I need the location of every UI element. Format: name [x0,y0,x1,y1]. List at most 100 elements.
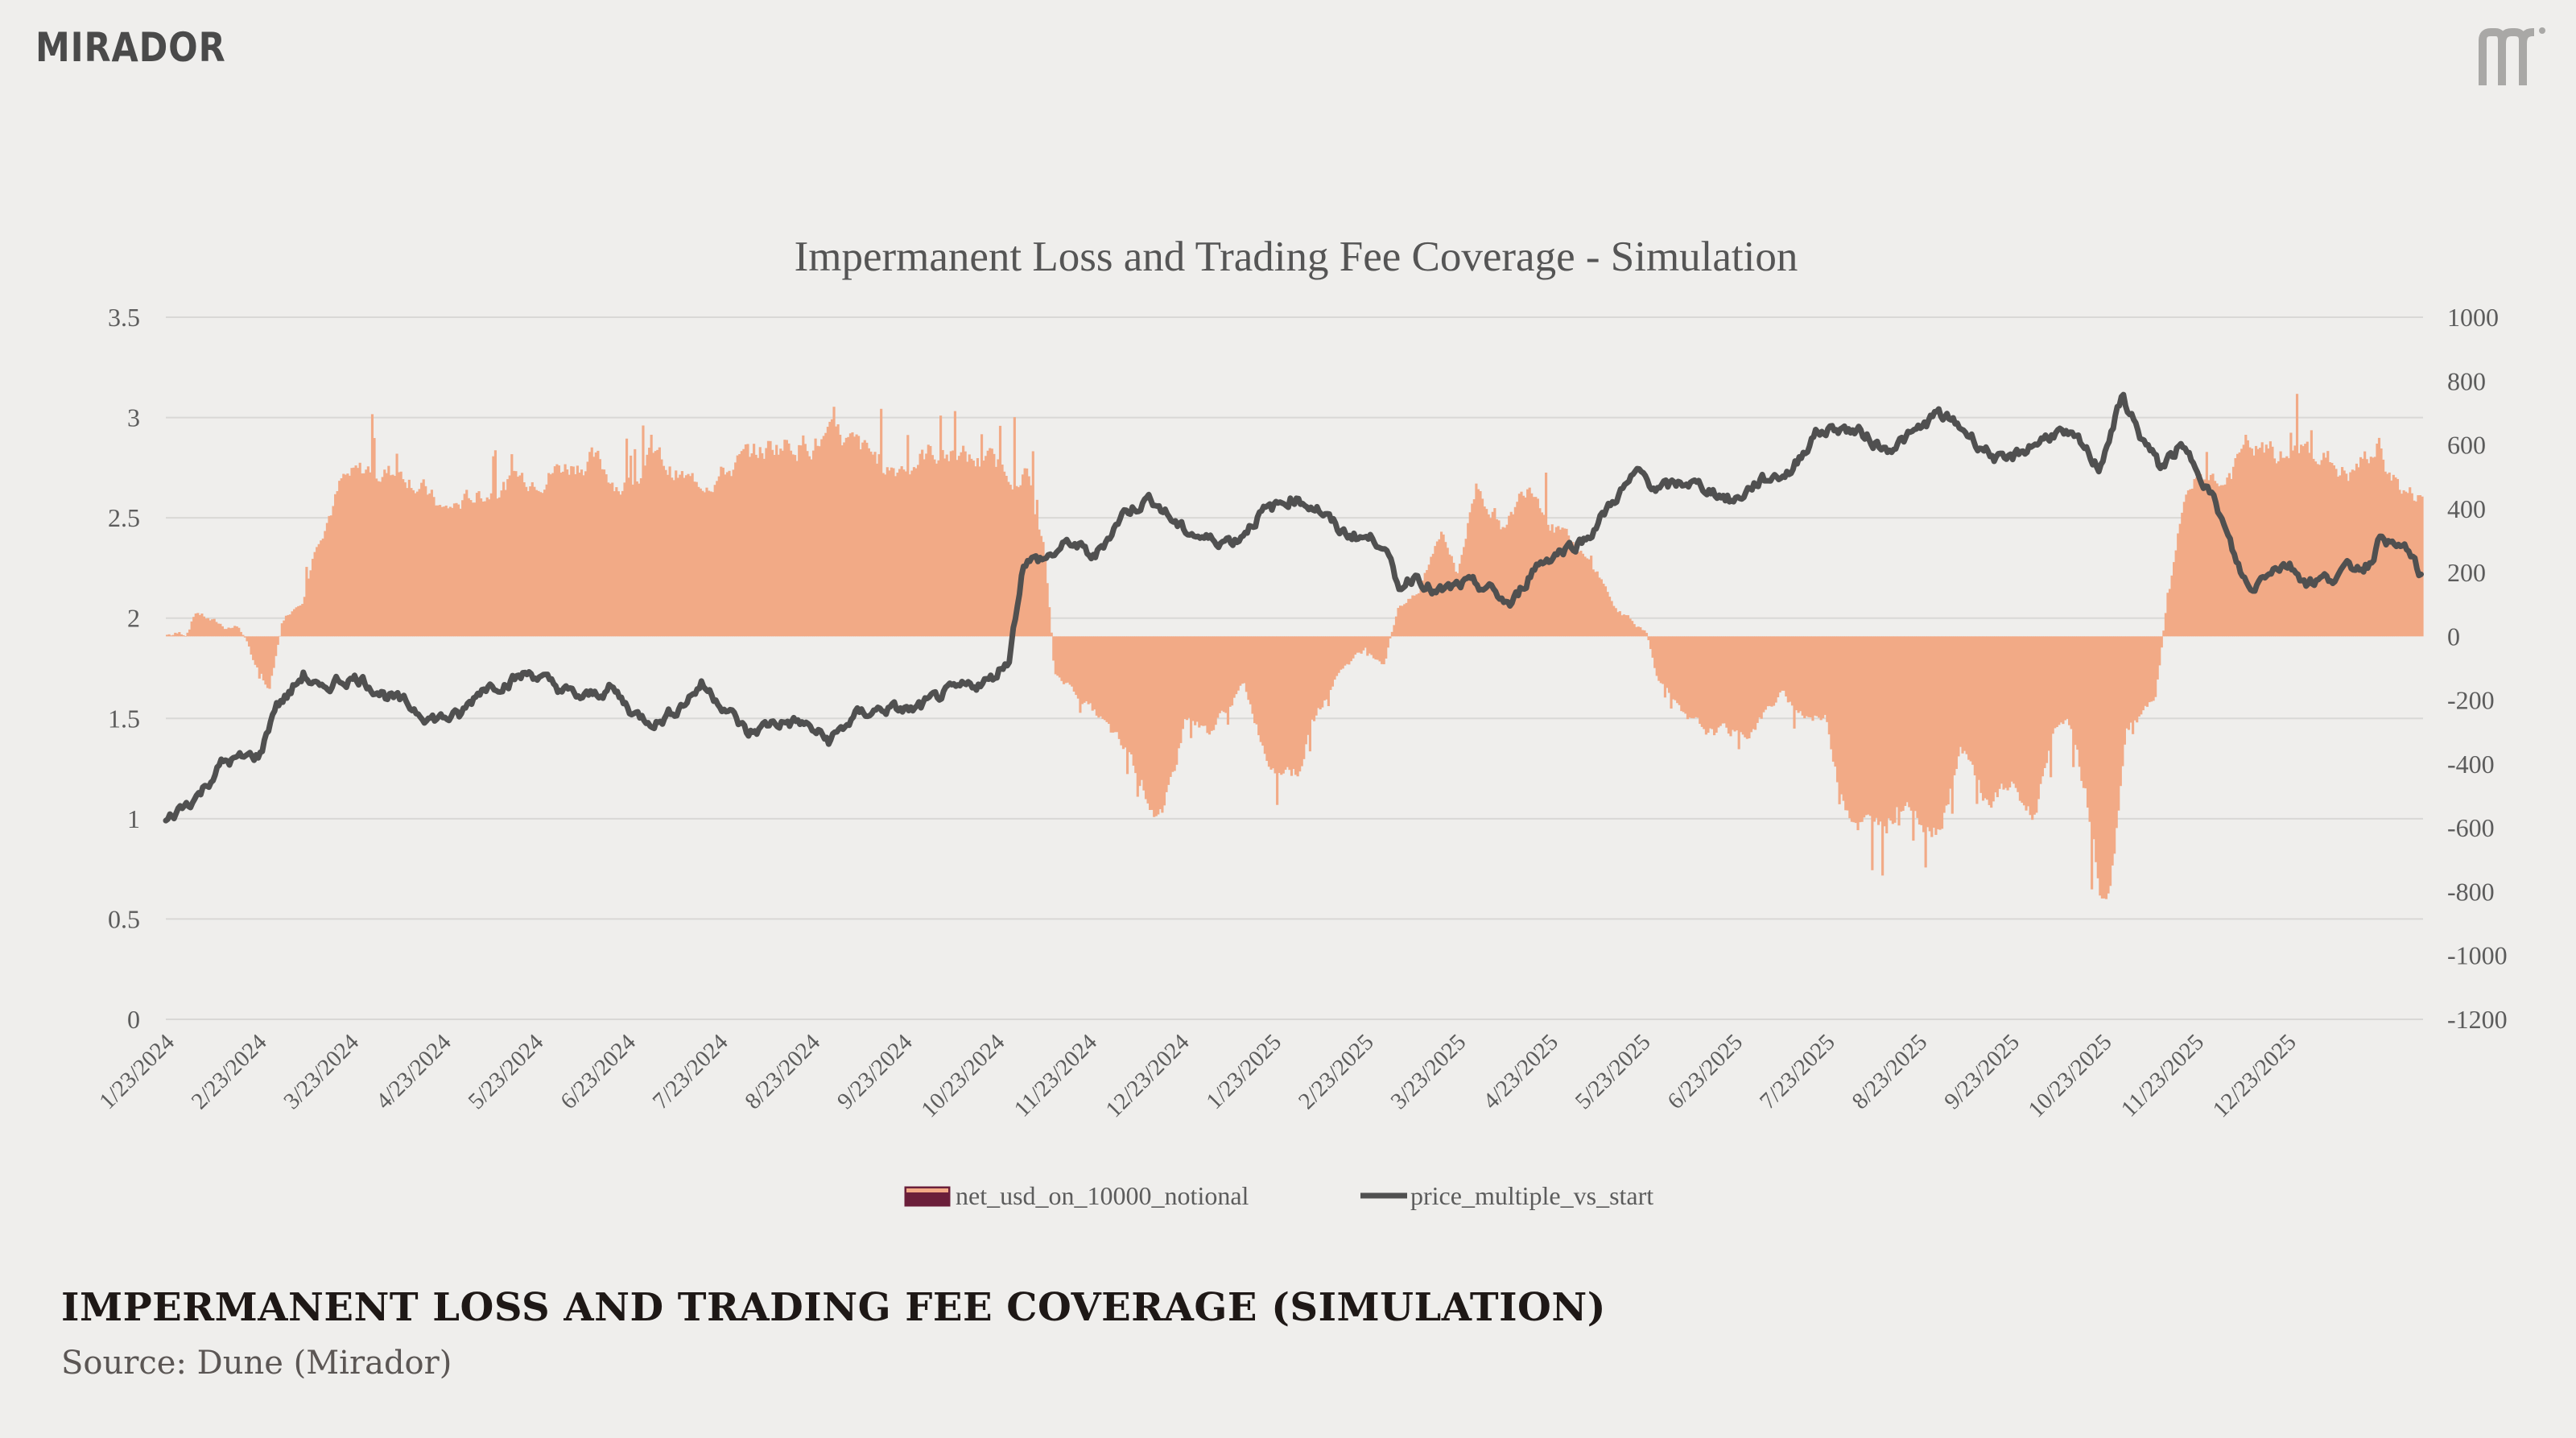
net-usd-bar [1563,528,1567,637]
net-usd-bar [1505,524,1509,637]
net-usd-bar [1573,544,1576,637]
net-usd-bar [1799,636,1802,712]
net-usd-bar [166,634,169,637]
net-usd-bar [968,454,971,637]
net-usd-bar [1981,636,1985,801]
net-usd-bar [1173,636,1176,771]
net-usd-bar [1019,485,1022,637]
net-usd-bar [266,636,270,688]
net-usd-bar [2059,636,2062,723]
net-usd-bar [2268,441,2272,637]
net-usd-bar [1251,636,1254,714]
net-usd-bar [369,472,372,637]
net-usd-bar [1815,636,1818,717]
net-usd-bar [2117,636,2120,811]
net-usd-bar [2207,480,2211,637]
net-usd-bar [204,618,208,637]
net-usd-bar [676,477,679,637]
net-usd-bar [2068,636,2071,725]
net-usd-bar [526,490,530,637]
net-usd-bar [1403,604,1406,637]
net-usd-bar [1009,485,1012,637]
net-usd-bar [1179,636,1183,743]
net-usd-bar [1044,558,1047,637]
net-usd-bar [334,494,337,637]
net-usd-bar [919,453,922,637]
net-usd-bar [1682,636,1685,713]
net-usd-bar [712,492,715,637]
net-usd-bar [1064,636,1067,684]
net-usd-bar [424,486,427,637]
net-usd-bar [867,448,870,637]
net-usd-bar [1610,601,1613,637]
net-usd-bar [1382,636,1385,664]
net-usd-bar [2211,473,2215,637]
net-usd-bar [1344,636,1347,666]
net-usd-bar [1128,636,1131,753]
net-usd-bar [1284,636,1287,771]
net-usd-bar [574,473,577,637]
net-usd-bar [418,489,421,637]
net-usd-bar [799,445,803,637]
net-usd-bar [1124,636,1127,748]
net-usd-bar [537,490,540,637]
net-usd-bar [1524,497,1527,637]
net-usd-bar [1214,636,1217,725]
net-usd-bar [2227,473,2231,637]
net-usd-bar [1068,636,1071,685]
net-usd-bar [338,481,341,637]
net-usd-bar [1031,451,1034,637]
net-usd-bar [1263,636,1266,754]
net-usd-bar [2291,450,2295,637]
net-usd-bar [1286,636,1289,767]
net-usd-bar [246,636,249,642]
net-usd-bar [617,491,620,637]
net-usd-bar [1629,618,1632,637]
net-usd-bar [1239,636,1242,686]
net-usd-bar [1079,636,1082,713]
net-usd-bar [430,490,433,637]
net-usd-bar [1768,636,1771,706]
net-usd-bar [871,454,875,637]
x-tick-label: 3/23/2024 [279,1029,364,1114]
net-usd-bar [1191,636,1195,721]
right-tick-label: -1000 [2447,941,2508,970]
net-usd-bar [1091,636,1094,711]
net-usd-bar [974,466,977,637]
net-usd-bar [2215,483,2219,637]
net-usd-bar [2162,630,2165,637]
net-usd-bar [2025,636,2028,811]
net-usd-bar [625,438,629,637]
net-usd-bar [1550,524,1554,637]
net-usd-bar [1928,636,1931,832]
net-usd-bar [2113,636,2116,854]
net-usd-bar [299,605,302,637]
net-usd-bar [1517,494,1521,637]
net-usd-bar [1292,636,1295,770]
net-usd-bar [592,457,596,637]
net-usd-bar [488,499,491,637]
net-usd-bar [2037,636,2040,800]
net-usd-bar [1649,636,1653,650]
net-usd-bar [1315,636,1318,716]
net-usd-bar [1130,636,1133,754]
net-usd-bar [2092,636,2095,840]
net-usd-bar [340,478,343,637]
net-usd-bar [2160,636,2163,648]
net-usd-bar [1394,616,1398,637]
net-usd-bar [684,475,688,637]
net-usd-bar [2363,451,2367,637]
net-usd-bar [1372,636,1376,659]
net-usd-bar [1017,487,1021,637]
net-usd-bar [658,447,661,637]
net-usd-bar [1908,636,1911,808]
net-usd-bar [1230,636,1234,706]
net-usd-bar [707,490,711,637]
left-tick-label: 3.5 [108,303,140,332]
net-usd-bar [463,494,466,637]
net-usd-bar [1756,636,1759,723]
net-usd-bar [206,618,210,637]
right-tick-label: -200 [2447,686,2495,715]
net-usd-bar [989,448,992,637]
net-usd-bar [1723,636,1726,724]
